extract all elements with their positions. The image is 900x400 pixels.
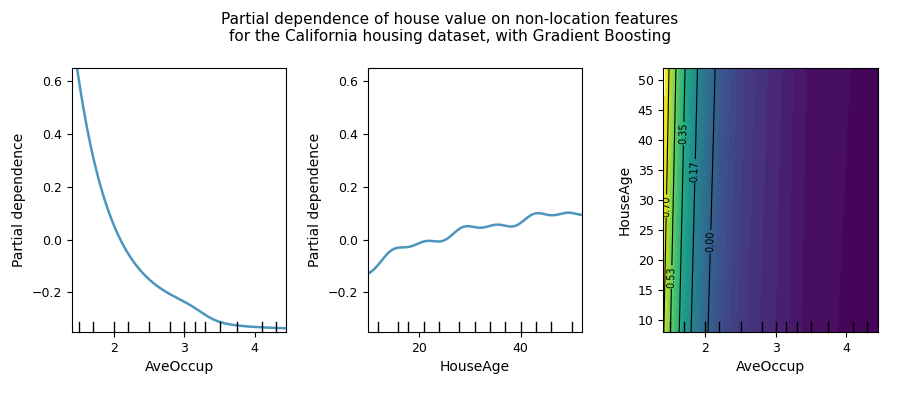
Text: 0.53: 0.53 xyxy=(666,266,677,288)
X-axis label: AveOccup: AveOccup xyxy=(145,360,213,374)
Y-axis label: Partial dependence: Partial dependence xyxy=(13,133,26,267)
X-axis label: HouseAge: HouseAge xyxy=(440,360,509,374)
Text: 0.70: 0.70 xyxy=(662,195,671,217)
Text: 0.00: 0.00 xyxy=(706,231,716,252)
Y-axis label: HouseAge: HouseAge xyxy=(618,165,632,235)
X-axis label: AveOccup: AveOccup xyxy=(736,360,805,374)
Text: 0.35: 0.35 xyxy=(679,123,688,144)
Y-axis label: Partial dependence: Partial dependence xyxy=(308,133,322,267)
Text: Partial dependence of house value on non-location features
for the California ho: Partial dependence of house value on non… xyxy=(221,12,679,44)
Text: 0.17: 0.17 xyxy=(689,160,700,182)
